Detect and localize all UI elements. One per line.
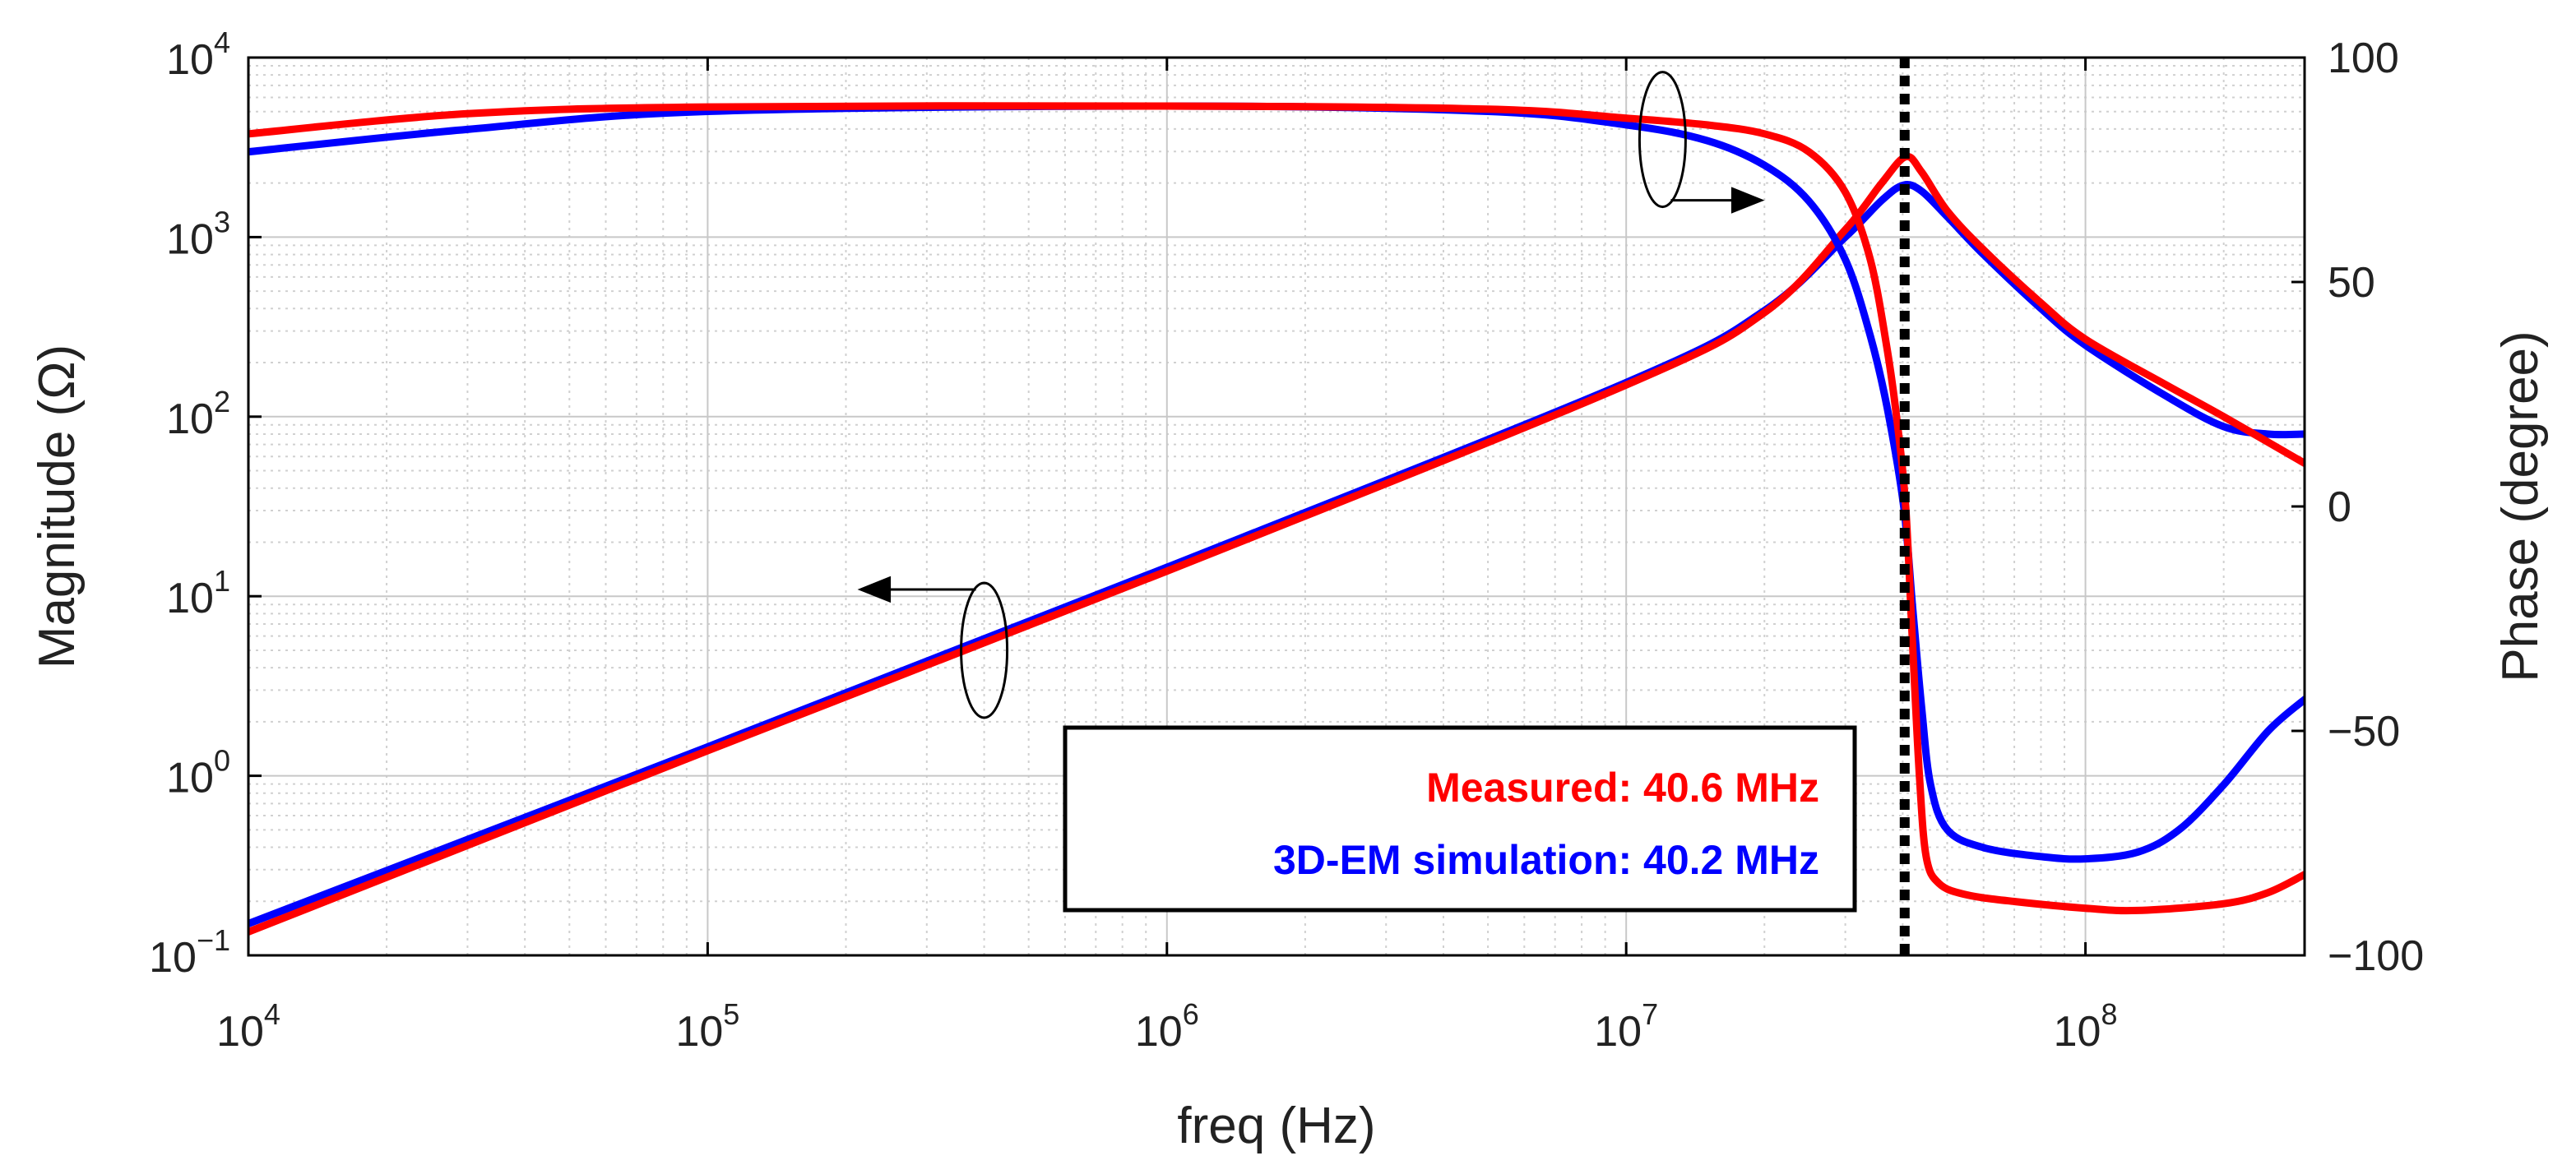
y-left-tick-labels: 10−1 100 101 102 103 104 <box>149 25 230 982</box>
indicator-arrow-head <box>857 576 892 603</box>
y-left-axis-label: Magnitude (Ω) <box>29 344 86 668</box>
x-axis-label: freq (Hz) <box>1177 1098 1375 1154</box>
y-right-tick-label: 50 <box>2328 259 2375 307</box>
y-left-tick-label: 102 <box>166 385 230 443</box>
annotation-layer <box>857 71 1765 719</box>
legend-box <box>1063 725 1857 913</box>
indicator-arrow-left <box>857 576 976 603</box>
y-right-tick-label: 0 <box>2328 483 2351 531</box>
x-tick-label: 106 <box>1135 997 1199 1056</box>
indicator-arrow-right <box>1670 187 1765 214</box>
y-right-axis-label: Phase (degree) <box>2492 331 2549 682</box>
y-right-tick-label: −100 <box>2328 932 2424 980</box>
y-left-tick-label: 101 <box>166 564 230 622</box>
y-left-tick-label: 10−1 <box>149 923 230 982</box>
x-tick-label: 105 <box>675 997 739 1056</box>
y-right-tick-labels: 100 50 0 −50 −100 <box>2328 35 2424 980</box>
series-measured-magnitude <box>248 152 2305 936</box>
x-tick-labels: 104 105 106 107 108 <box>216 997 2117 1056</box>
x-tick-label: 107 <box>1594 997 1658 1056</box>
indicator-arrow-head <box>1730 187 1765 214</box>
legend-entry-measured: Measured: 40.6 MHz <box>1426 765 1819 811</box>
indicator-ellipse <box>960 581 1009 719</box>
indicator-ellipse <box>1638 71 1687 209</box>
minor-grid <box>248 58 2305 955</box>
series-measured-phase <box>248 102 2305 915</box>
y-left-tick-label: 103 <box>166 205 230 263</box>
y-left-tick-label: 100 <box>166 744 230 802</box>
legend-entry-simulation: 3D-EM simulation: 40.2 MHz <box>1273 837 1819 883</box>
y-right-tick-label: 100 <box>2328 35 2399 82</box>
series-layer <box>248 102 2305 936</box>
y-left-tick-label: 104 <box>166 25 230 84</box>
x-tick-label: 108 <box>2054 997 2118 1056</box>
y-right-tick-label: −50 <box>2328 708 2400 756</box>
tick-marks <box>247 56 2305 957</box>
legend: Measured: 40.6 MHz 3D-EM simulation: 40.… <box>1063 725 1857 913</box>
x-tick-label: 104 <box>216 997 280 1056</box>
